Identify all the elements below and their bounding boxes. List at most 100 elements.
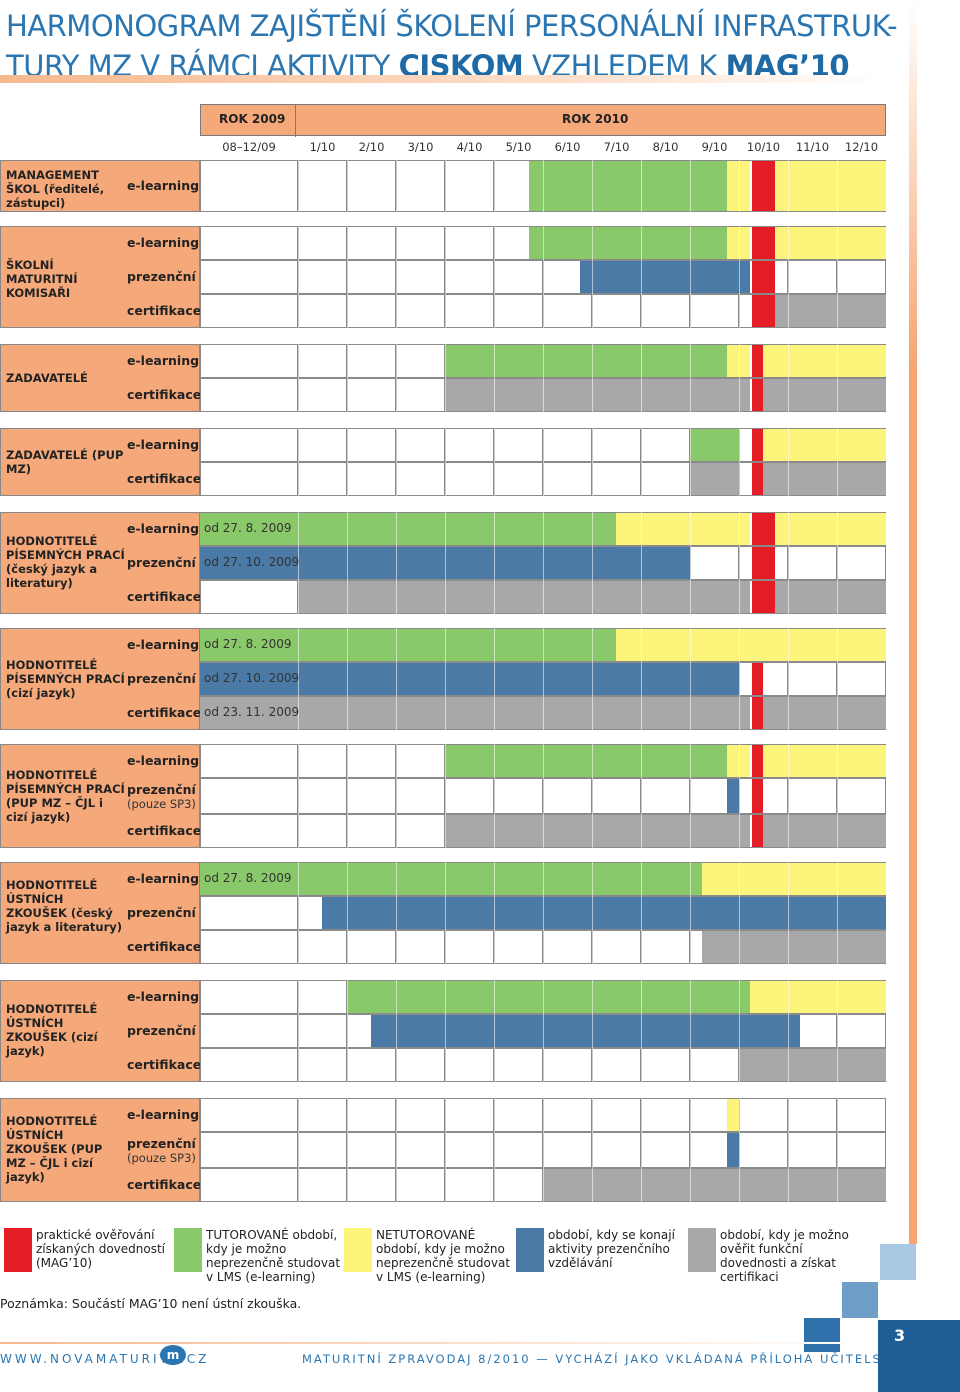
row-label-text: prezenční — [127, 782, 196, 797]
schedule-cell — [445, 226, 494, 260]
grid-line — [739, 980, 740, 1014]
row-label-text: e-learning — [127, 1107, 200, 1122]
page-number: 3 — [878, 1320, 960, 1392]
grid-line — [396, 226, 397, 260]
schedule-cell — [298, 814, 347, 848]
grid-line — [641, 862, 642, 896]
schedule-cell — [347, 778, 396, 814]
grid-line — [739, 226, 740, 260]
grid-line — [494, 1098, 495, 1132]
period-red — [752, 227, 775, 259]
period-red — [752, 261, 775, 293]
grid-line — [739, 1014, 740, 1048]
grid-line — [739, 462, 740, 496]
grid-line — [641, 428, 642, 462]
period-red — [752, 697, 763, 729]
grid-line — [445, 628, 446, 662]
schedule-cell — [298, 428, 347, 462]
schedule-cell — [494, 428, 543, 462]
schedule-cell — [200, 814, 298, 848]
grid-line — [445, 160, 446, 212]
group-name: HODNOTITELÉ PÍSEMNÝCH PRACÍ (cizí jazyk) — [6, 658, 125, 700]
schedule-cell — [298, 1098, 347, 1132]
decor-square — [880, 1244, 916, 1280]
group-label-box — [0, 1098, 200, 1202]
schedule-cell — [543, 462, 592, 496]
row-label-sub: (pouze SP3) — [127, 797, 196, 811]
grid-line — [494, 696, 495, 730]
grid-line — [494, 778, 495, 814]
row-label: e-learning — [127, 236, 199, 250]
grid-line — [592, 980, 593, 1014]
period-yellow — [775, 513, 886, 545]
schedule-cell — [200, 580, 298, 614]
row-label: prezenční — [127, 556, 196, 570]
grid-line — [347, 980, 348, 1014]
row-label-text: e-learning — [127, 753, 200, 768]
grid-line — [396, 1132, 397, 1168]
schedule-cell — [347, 744, 396, 778]
row-label-text: e-learning — [127, 637, 200, 652]
grid-line — [347, 778, 348, 814]
grid-line — [837, 260, 838, 294]
schedule-cell — [298, 226, 347, 260]
schedule-cell — [200, 378, 298, 412]
schedule-cell — [347, 1048, 396, 1082]
schedule-cell — [298, 260, 347, 294]
grid-line — [837, 344, 838, 378]
grid-line — [690, 862, 691, 896]
grid-line — [641, 512, 642, 546]
legend-swatch — [516, 1228, 544, 1272]
grid-line — [347, 260, 348, 294]
footer-publication: MATURITNÍ ZPRAVODAJ 8/2010 — VYCHÁZÍ JAK… — [302, 1352, 960, 1366]
grid-line — [592, 930, 593, 964]
grid-line — [543, 160, 544, 212]
column-header: 5/10 — [505, 140, 532, 154]
grid-line — [298, 344, 299, 378]
grid-line — [543, 1014, 544, 1048]
period-red — [752, 295, 775, 327]
schedule-cell — [592, 462, 641, 496]
grid-line — [347, 580, 348, 614]
row-label: prezenční (pouze SP3) — [127, 782, 196, 812]
grid-line — [543, 226, 544, 260]
grid-line — [543, 862, 544, 896]
grid-line — [739, 260, 740, 294]
schedule-cell — [690, 1048, 739, 1082]
grid-line — [543, 930, 544, 964]
schedule-cell — [347, 428, 396, 462]
row-label: certifikace — [127, 388, 201, 402]
schedule-cell — [200, 462, 298, 496]
schedule-cell — [200, 344, 298, 378]
grid-line — [543, 462, 544, 496]
group-label-box — [0, 226, 200, 328]
row-label: e-learning — [127, 754, 199, 768]
grid-line — [543, 260, 544, 294]
schedule-cell — [788, 662, 837, 696]
footer-website[interactable]: WWW.NOVAMATURITA.CZ — [0, 1352, 210, 1366]
grid-line — [494, 546, 495, 580]
grid-line — [690, 662, 691, 696]
grid-line — [739, 294, 740, 328]
grid-line — [641, 778, 642, 814]
grid-line — [788, 930, 789, 964]
period-green — [690, 429, 739, 461]
grid-line — [690, 344, 691, 378]
grid-line — [396, 160, 397, 212]
schedule-cell — [347, 814, 396, 848]
grid-line — [739, 1168, 740, 1202]
grid-line — [543, 428, 544, 462]
grid-line — [837, 428, 838, 462]
schedule-cell — [837, 662, 886, 696]
schedule-cell — [298, 344, 347, 378]
decor-strip — [909, 0, 917, 1244]
schedule-cell — [298, 294, 347, 328]
period-red — [752, 779, 763, 813]
row-label-sub: (pouze SP3) — [127, 1151, 196, 1165]
period-green — [200, 513, 616, 545]
grid-line — [690, 980, 691, 1014]
grid-line — [396, 1168, 397, 1202]
grid-line — [739, 378, 740, 412]
row-label-text: certifikace — [127, 303, 202, 318]
grid-line — [592, 294, 593, 328]
